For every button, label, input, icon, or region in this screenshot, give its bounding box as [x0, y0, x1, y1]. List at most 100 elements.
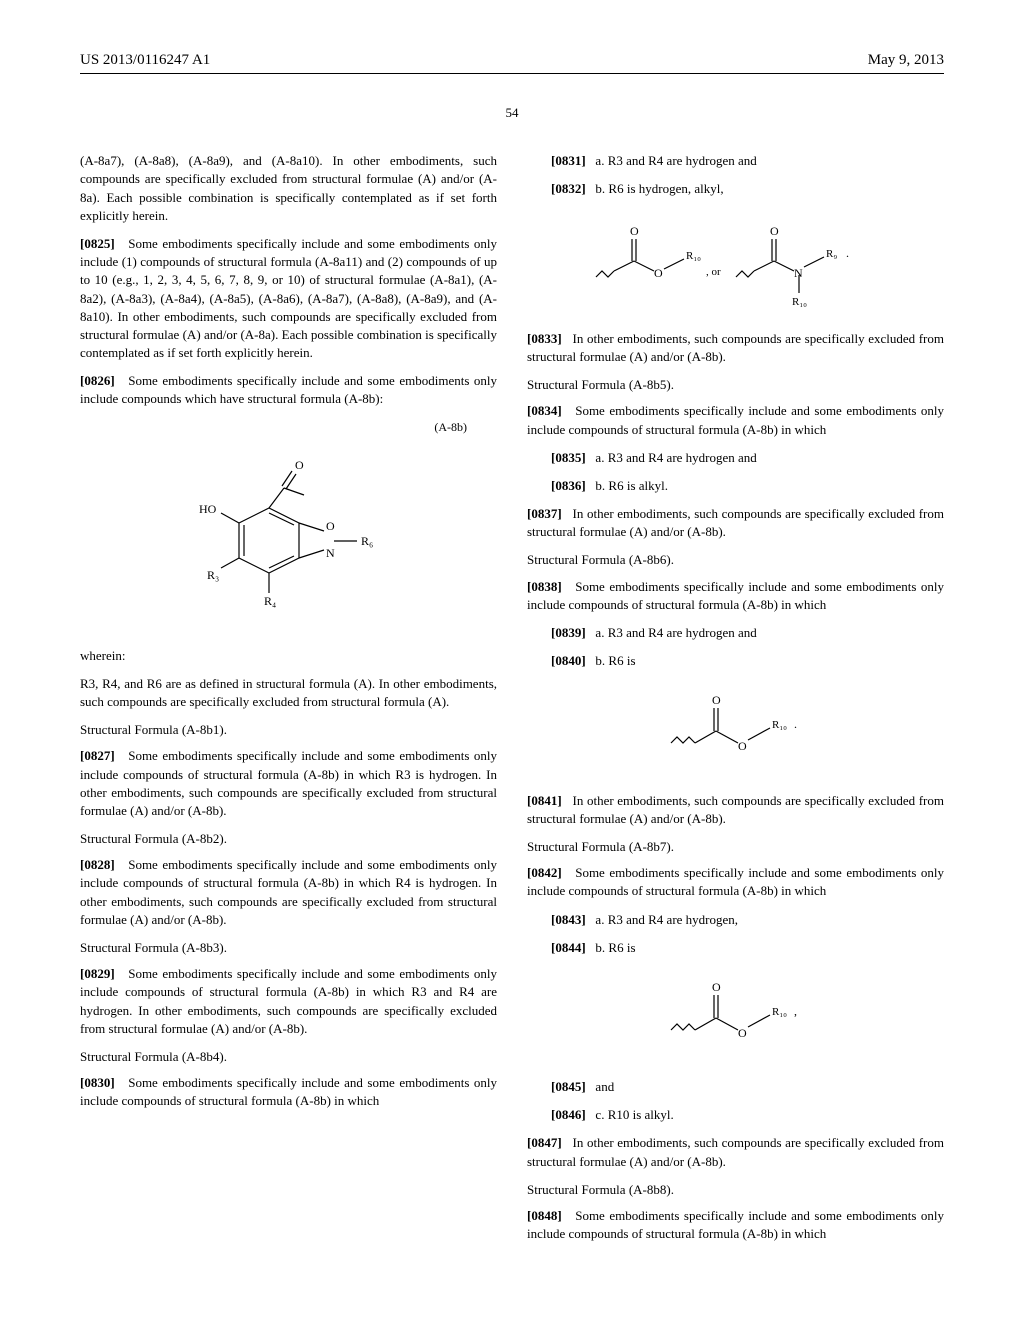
- svg-text:N: N: [794, 266, 803, 280]
- para-0834: [0834] Some embodiments specifically inc…: [527, 402, 944, 438]
- para-0836: [0836] b. R6 is alkyl.: [551, 477, 944, 495]
- svg-text:, or: , or: [706, 266, 721, 278]
- para-0839: [0839] a. R3 and R4 are hydrogen and: [551, 624, 944, 642]
- para-num: [0829]: [80, 966, 115, 981]
- para-0838: [0838] Some embodiments specifically inc…: [527, 578, 944, 614]
- chem-fragment-3: O O R₁₀ ,: [527, 975, 944, 1060]
- para-num: [0826]: [80, 373, 115, 388]
- patent-date: May 9, 2013: [868, 50, 944, 71]
- para-text: Some embodiments specifically include an…: [80, 748, 497, 818]
- para-0842: [0842] Some embodiments specifically inc…: [527, 864, 944, 900]
- para-0825: [0825] Some embodiments specifically inc…: [80, 235, 497, 362]
- para-num: [0835]: [551, 450, 586, 465]
- para-num: [0827]: [80, 748, 115, 763]
- svg-text:.: .: [846, 246, 849, 260]
- para-0837: [0837] In other embodiments, such compou…: [527, 505, 944, 541]
- para-text: and: [595, 1079, 614, 1094]
- para-0831: [0831] a. R3 and R4 are hydrogen and: [551, 152, 944, 170]
- content-columns: (A-8a7), (A-8a8), (A-8a9), and (A-8a10).…: [80, 152, 944, 1253]
- para-0828: [0828] Some embodiments specifically inc…: [80, 856, 497, 929]
- para-num: [0848]: [527, 1208, 562, 1223]
- patent-number: US 2013/0116247 A1: [80, 50, 210, 71]
- para-num: [0844]: [551, 940, 586, 955]
- chem-fragment-1: O O R₁₀ , or O N R₉ R₁₀ .: [527, 217, 944, 312]
- para-text: Some embodiments specifically include an…: [527, 403, 944, 436]
- para-0843: [0843] a. R3 and R4 are hydrogen,: [551, 911, 944, 929]
- para-text: In other embodiments, such compounds are…: [527, 331, 944, 364]
- right-column: [0831] a. R3 and R4 are hydrogen and [08…: [527, 152, 944, 1253]
- para-num: [0838]: [527, 579, 562, 594]
- page-number: 54: [80, 104, 944, 122]
- svg-text:O: O: [738, 1026, 747, 1040]
- para-text: b. R6 is: [595, 940, 635, 955]
- sf-head-5: Structural Formula (A-8b5).: [527, 376, 944, 394]
- wherein-label: wherein:: [80, 647, 497, 665]
- para-text: Some embodiments specifically include an…: [80, 236, 497, 360]
- para-text: c. R10 is alkyl.: [595, 1107, 673, 1122]
- para-0844: [0844] b. R6 is: [551, 939, 944, 957]
- para-text: Some embodiments specifically include an…: [80, 1075, 497, 1108]
- svg-text:R₁₀: R₁₀: [772, 1006, 787, 1018]
- para-0840: [0840] b. R6 is: [551, 652, 944, 670]
- svg-text:N: N: [326, 546, 335, 560]
- para-text: In other embodiments, such compounds are…: [527, 506, 944, 539]
- para-0845: [0845] and: [551, 1078, 944, 1096]
- svg-text:O: O: [630, 224, 639, 238]
- svg-text:O: O: [295, 458, 304, 472]
- para-text: a. R3 and R4 are hydrogen and: [595, 153, 756, 168]
- sf-head-4: Structural Formula (A-8b4).: [80, 1048, 497, 1066]
- chem-fragment-icon: O O R₁₀ , or O N R₉ R₁₀ .: [586, 217, 886, 307]
- wherein-body: R3, R4, and R6 are as defined in structu…: [80, 675, 497, 711]
- svg-text:R₆: R₆: [361, 534, 373, 548]
- para-num: [0843]: [551, 912, 586, 927]
- svg-text:O: O: [770, 224, 779, 238]
- para-text: Some embodiments specifically include an…: [527, 1208, 944, 1241]
- chem-fragment-icon: O O R₁₀ ,: [656, 975, 816, 1055]
- svg-text:HO: HO: [199, 502, 217, 516]
- para-text: Some embodiments specifically include an…: [527, 865, 944, 898]
- para-continuation: (A-8a7), (A-8a8), (A-8a9), and (A-8a10).…: [80, 152, 497, 225]
- para-text: b. R6 is alkyl.: [595, 478, 668, 493]
- svg-text:O: O: [654, 266, 663, 280]
- para-num: [0837]: [527, 506, 562, 521]
- para-num: [0842]: [527, 865, 562, 880]
- sf-head-3: Structural Formula (A-8b3).: [80, 939, 497, 957]
- svg-text:R₁₀: R₁₀: [686, 250, 701, 262]
- svg-text:O: O: [326, 519, 335, 533]
- svg-text:R₃: R₃: [207, 568, 219, 582]
- para-num: [0828]: [80, 857, 115, 872]
- para-0830: [0830] Some embodiments specifically inc…: [80, 1074, 497, 1110]
- para-text: Some embodiments specifically include an…: [527, 579, 944, 612]
- page-header: US 2013/0116247 A1 May 9, 2013: [80, 50, 944, 74]
- para-num: [0840]: [551, 653, 586, 668]
- left-column: (A-8a7), (A-8a8), (A-8a9), and (A-8a10).…: [80, 152, 497, 1253]
- para-0846: [0846] c. R10 is alkyl.: [551, 1106, 944, 1124]
- svg-text:O: O: [712, 693, 721, 707]
- para-0848: [0848] Some embodiments specifically inc…: [527, 1207, 944, 1243]
- para-text: a. R3 and R4 are hydrogen and: [595, 450, 756, 465]
- svg-text:.: .: [794, 717, 797, 731]
- chem-fragment-icon: O O R₁₀ .: [656, 688, 816, 768]
- formula-label: (A-8b): [80, 419, 497, 436]
- svg-text:,: ,: [794, 1004, 797, 1018]
- structural-formula-a8b: HO O O N R₆ R₃ R₄: [80, 453, 497, 628]
- para-0833: [0833] In other embodiments, such compou…: [527, 330, 944, 366]
- para-num: [0836]: [551, 478, 586, 493]
- para-0835: [0835] a. R3 and R4 are hydrogen and: [551, 449, 944, 467]
- para-num: [0845]: [551, 1079, 586, 1094]
- para-text: Some embodiments specifically include an…: [80, 857, 497, 927]
- para-text: In other embodiments, such compounds are…: [527, 1135, 944, 1168]
- para-text: In other embodiments, such compounds are…: [527, 793, 944, 826]
- para-text: a. R3 and R4 are hydrogen and: [595, 625, 756, 640]
- svg-text:R₁₀: R₁₀: [772, 719, 787, 731]
- svg-text:R₉: R₉: [826, 248, 837, 260]
- sf-head-8: Structural Formula (A-8b8).: [527, 1181, 944, 1199]
- para-num: [0847]: [527, 1135, 562, 1150]
- para-num: [0841]: [527, 793, 562, 808]
- svg-text:R₁₀: R₁₀: [792, 296, 807, 307]
- para-text: b. R6 is: [595, 653, 635, 668]
- para-0847: [0847] In other embodiments, such compou…: [527, 1134, 944, 1170]
- chem-fragment-2: O O R₁₀ .: [527, 688, 944, 773]
- svg-text:R₄: R₄: [264, 594, 276, 608]
- para-num: [0839]: [551, 625, 586, 640]
